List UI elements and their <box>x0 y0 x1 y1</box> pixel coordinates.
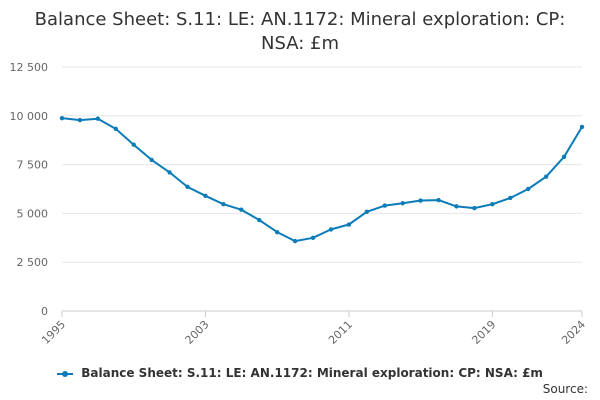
y-tick-label: 12 500 <box>10 61 49 74</box>
y-tick-label: 10 000 <box>10 110 49 123</box>
data-point <box>203 193 208 199</box>
y-tick-label: 7 500 <box>17 159 49 172</box>
data-point <box>167 170 172 175</box>
data-point <box>59 115 65 121</box>
data-point <box>149 157 154 163</box>
y-tick-label: 0 <box>41 305 48 318</box>
chart-title-line-2: NSA: £m <box>261 33 339 54</box>
data-point <box>221 202 226 207</box>
data-point <box>418 198 423 203</box>
legend[interactable]: Balance Sheet: S.11: LE: AN.1172: Minera… <box>0 366 600 380</box>
data-point <box>131 142 136 147</box>
x-tick-label: 2019 <box>469 318 498 347</box>
data-point <box>382 203 387 208</box>
data-point <box>77 117 83 123</box>
data-point <box>328 227 334 232</box>
x-tick-label: 1995 <box>39 318 68 347</box>
source-label: Source: <box>542 382 588 396</box>
data-point <box>292 238 298 244</box>
data-point <box>400 201 405 206</box>
data-point <box>239 207 244 212</box>
data-point <box>310 235 316 240</box>
y-tick-label: 5 000 <box>17 207 49 220</box>
data-point <box>508 195 513 201</box>
data-point <box>472 205 477 211</box>
data-point <box>561 154 567 159</box>
legend-swatch <box>57 369 74 379</box>
x-tick-label: 2003 <box>183 318 212 347</box>
data-point <box>113 126 118 132</box>
chart-title: Balance Sheet: S.11: LE: AN.1172: Minera… <box>0 8 600 56</box>
data-point <box>436 197 441 203</box>
x-tick-label: 2024 <box>559 318 588 347</box>
legend-label: Balance Sheet: S.11: LE: AN.1172: Minera… <box>81 366 543 380</box>
data-point <box>579 124 585 130</box>
y-tick-label: 2 500 <box>17 256 49 269</box>
data-point <box>543 174 549 179</box>
data-point <box>257 217 262 223</box>
x-tick-label: 2011 <box>326 318 355 347</box>
data-point <box>274 229 280 235</box>
axes: 0 2 500 5 000 7 500 10 000 12 500 1995 2003 2011… <box>10 61 589 347</box>
data-point <box>454 204 459 209</box>
series-line <box>61 117 583 243</box>
data-point <box>364 209 370 215</box>
data-point <box>95 116 101 121</box>
series-layer <box>59 115 585 244</box>
gridlines <box>62 66 582 263</box>
data-point <box>490 202 495 207</box>
chart-title-line-1: Balance Sheet: S.11: LE: AN.1172: Minera… <box>34 9 566 30</box>
data-point <box>185 184 190 190</box>
data-point <box>526 186 531 192</box>
data-point <box>346 222 352 227</box>
